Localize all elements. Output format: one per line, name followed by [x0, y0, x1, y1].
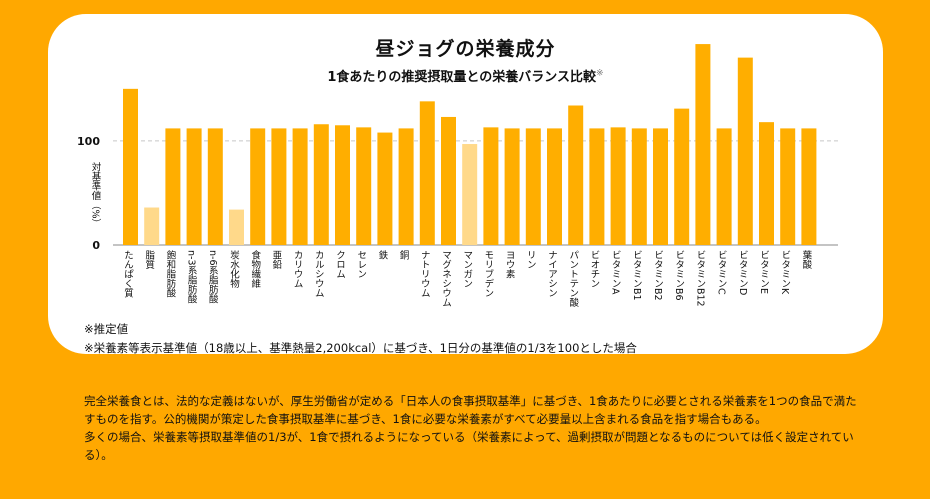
x-tick-label: たんぱく質 [122, 250, 134, 298]
x-tick-label: ヨウ素 [504, 250, 516, 279]
x-tick-label: ビタミンB2 [652, 250, 664, 301]
note-basis: ※栄養素等表示基準値（18歳以上、基準熱量2,200kcal）に基づき、1日分の… [84, 341, 637, 355]
bar [589, 128, 605, 245]
bar [398, 128, 414, 245]
bar [737, 57, 753, 245]
bar [610, 127, 626, 245]
x-tick-label: ビタミンK [779, 250, 791, 295]
x-tick-label: 飽和脂肪酸 [164, 249, 176, 298]
bar [207, 128, 223, 245]
chart-subtitle: 1食あたりの推奨摂取量との栄養バランス比較※ [48, 66, 883, 85]
x-tick-label: ビタミンB1 [631, 250, 643, 301]
x-tick-label: 食物繊維 [249, 249, 261, 289]
bar [441, 116, 456, 245]
x-tick-label: ビタミンA [610, 250, 622, 295]
bar [419, 101, 435, 245]
bar [250, 128, 266, 245]
bar [356, 127, 372, 245]
x-tick-label: 鉄 [376, 249, 388, 260]
x-tick-label: クロム [334, 250, 346, 279]
bar [483, 127, 499, 245]
note-estimated: ※推定値 [84, 322, 129, 336]
bar [716, 128, 732, 245]
bar [186, 128, 202, 245]
bar [568, 105, 584, 245]
x-tick-label: ナイアシン [546, 250, 558, 298]
bar [674, 108, 690, 245]
x-tick-label: n-3系脂肪酸 [186, 250, 198, 304]
x-tick-label: リン [525, 250, 536, 269]
bar [631, 128, 647, 245]
y-axis-label: 対基準値（%） [90, 161, 102, 228]
bar [165, 128, 181, 245]
x-tick-label: マグネシウム [440, 250, 452, 307]
x-tick-label: モリブデン [482, 250, 494, 298]
footer-paragraph-2: 多くの場合、栄養素等摂取基準値の1/3が、1食で摂れるようになっている（栄養素に… [84, 430, 854, 462]
x-tick-label: n-6系脂肪酸 [207, 250, 219, 304]
x-tick-label: 銅 [398, 249, 410, 259]
bar [462, 144, 478, 245]
bar [801, 128, 817, 245]
x-tick-label: 葉酸 [800, 249, 812, 270]
bar [271, 128, 287, 245]
y-tick-label: 0 [92, 239, 100, 252]
bar [525, 128, 541, 245]
x-tick-label: ビタミンC [716, 250, 728, 295]
chart-subtitle-text: 1食あたりの推奨摂取量との栄養バランス比較 [327, 70, 597, 85]
footer-text: 完全栄養食とは、法的な定義はないが、厚生労働省が定める「日本人の食事摂取基準」に… [84, 392, 864, 464]
x-tick-label: ナトリウム [419, 250, 431, 298]
x-tick-label: ビタミンB12 [694, 250, 706, 307]
x-tick-label: カルシウム [313, 250, 325, 298]
x-tick-label: セレン [355, 250, 367, 279]
x-tick-label: 脂質 [143, 249, 155, 270]
x-tick-label: パントテン酸 [567, 250, 579, 308]
bar [229, 209, 244, 245]
x-tick-label: ビタミンD [737, 250, 749, 295]
subtitle-note-mark: ※ [596, 68, 604, 79]
bar [144, 207, 160, 245]
bar [653, 128, 668, 245]
x-tick-label: カリウム [292, 250, 304, 288]
bar [335, 125, 350, 245]
y-tick-label: 100 [77, 135, 100, 148]
bar [695, 44, 711, 246]
bar [292, 128, 308, 245]
x-tick-label: ビタミンB6 [673, 250, 685, 301]
bar [377, 132, 393, 245]
chart-title: 昼ジョグの栄養成分 [375, 38, 556, 60]
x-tick-label: マンガン [461, 250, 473, 288]
bar [759, 122, 774, 245]
bar [123, 88, 138, 245]
x-tick-label: 炭水化物 [228, 250, 240, 289]
bar [313, 124, 329, 245]
bar [780, 128, 796, 245]
x-tick-label: ビオチン [588, 250, 600, 288]
x-tick-label: 亜鉛 [270, 250, 282, 270]
chart-notes: ※推定値 ※栄養素等表示基準値（18歳以上、基準熱量2,200kcal）に基づき… [84, 320, 637, 358]
x-tick-label: ビタミンE [758, 250, 770, 294]
bar [547, 128, 562, 245]
bar [504, 128, 520, 245]
footer-paragraph-1: 完全栄養食とは、法的な定義はないが、厚生労働省が定める「日本人の食事摂取基準」に… [84, 394, 857, 426]
